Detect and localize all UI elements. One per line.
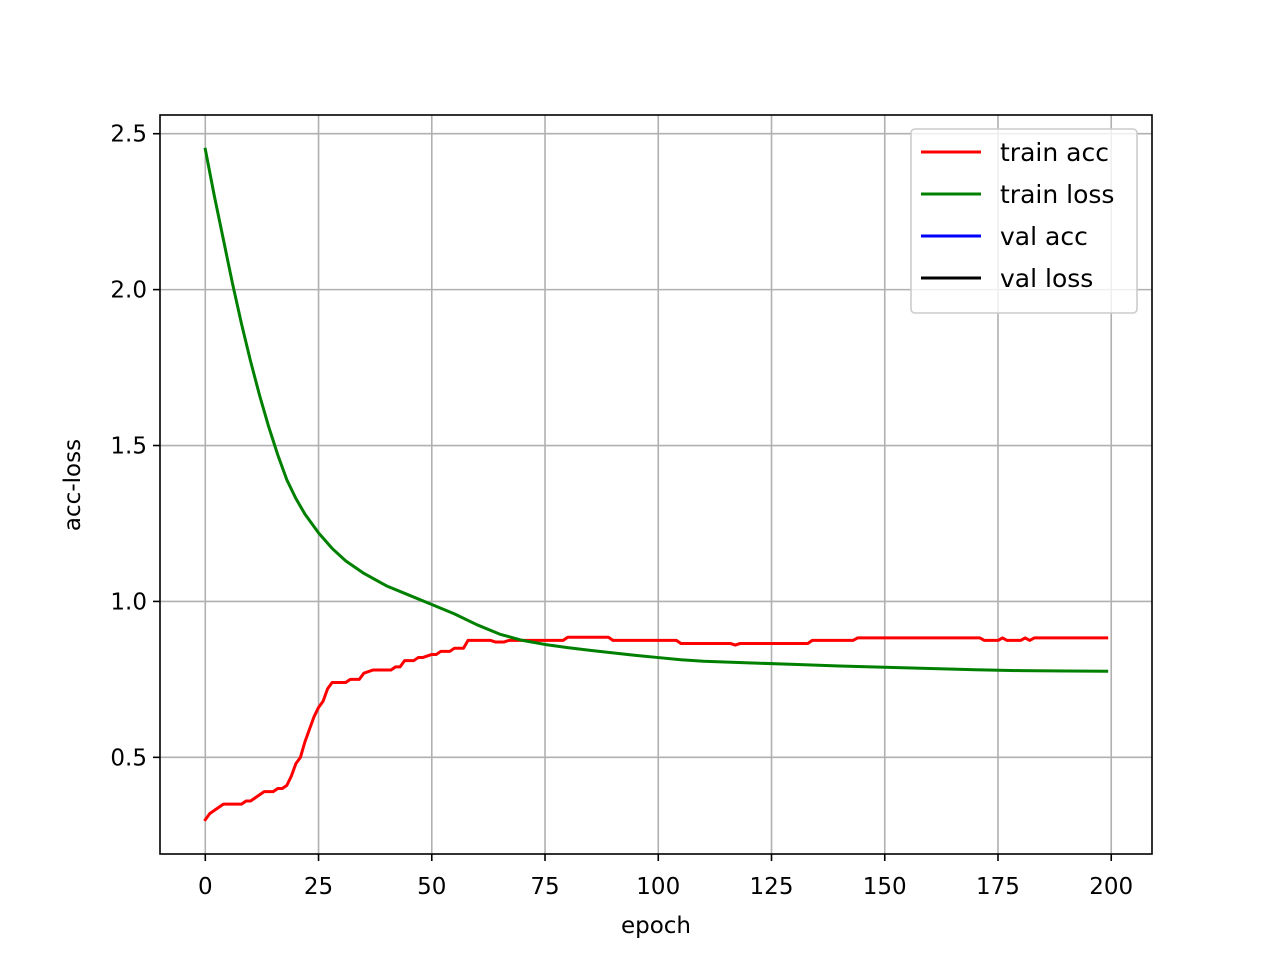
x-tick-label: 100: [636, 874, 680, 900]
y-tick-label: 0.5: [110, 745, 147, 771]
x-axis-label: epoch: [621, 913, 691, 939]
x-tick-label: 125: [750, 874, 794, 900]
series-line-train-acc: [203, 635, 1109, 822]
axis-ticks: 0 25 50 75 100 125 150 175 200 0.5 1.0 1.5 2.0 2.5: [110, 122, 1133, 900]
y-tick-label: 2.5: [110, 122, 147, 148]
x-tick-label: 200: [1089, 874, 1133, 900]
x-tick-label: 50: [417, 874, 446, 900]
y-tick-label: 2.0: [110, 278, 147, 304]
legend-label-val-acc: val acc: [1000, 222, 1088, 251]
series-lines: [203, 147, 1109, 822]
x-tick-label: 150: [863, 874, 907, 900]
legend: train acc train loss val acc val loss: [910, 128, 1138, 314]
plot-frame: [159, 114, 1153, 855]
legend-box: [910, 128, 1138, 314]
series-line-train-loss: [203, 147, 1109, 673]
y-tick-label: 1.0: [110, 589, 147, 615]
x-tick-label: 175: [976, 874, 1020, 900]
x-tick-label: 25: [304, 874, 333, 900]
legend-label-val-loss: val loss: [1000, 264, 1093, 293]
legend-label-train-loss: train loss: [1000, 180, 1114, 209]
x-tick-label: 75: [530, 874, 559, 900]
y-tick-label: 1.5: [110, 434, 147, 460]
legend-label-train-acc: train acc: [1000, 138, 1109, 167]
y-axis-label: acc-loss: [60, 439, 86, 531]
x-tick-label: 0: [198, 874, 213, 900]
